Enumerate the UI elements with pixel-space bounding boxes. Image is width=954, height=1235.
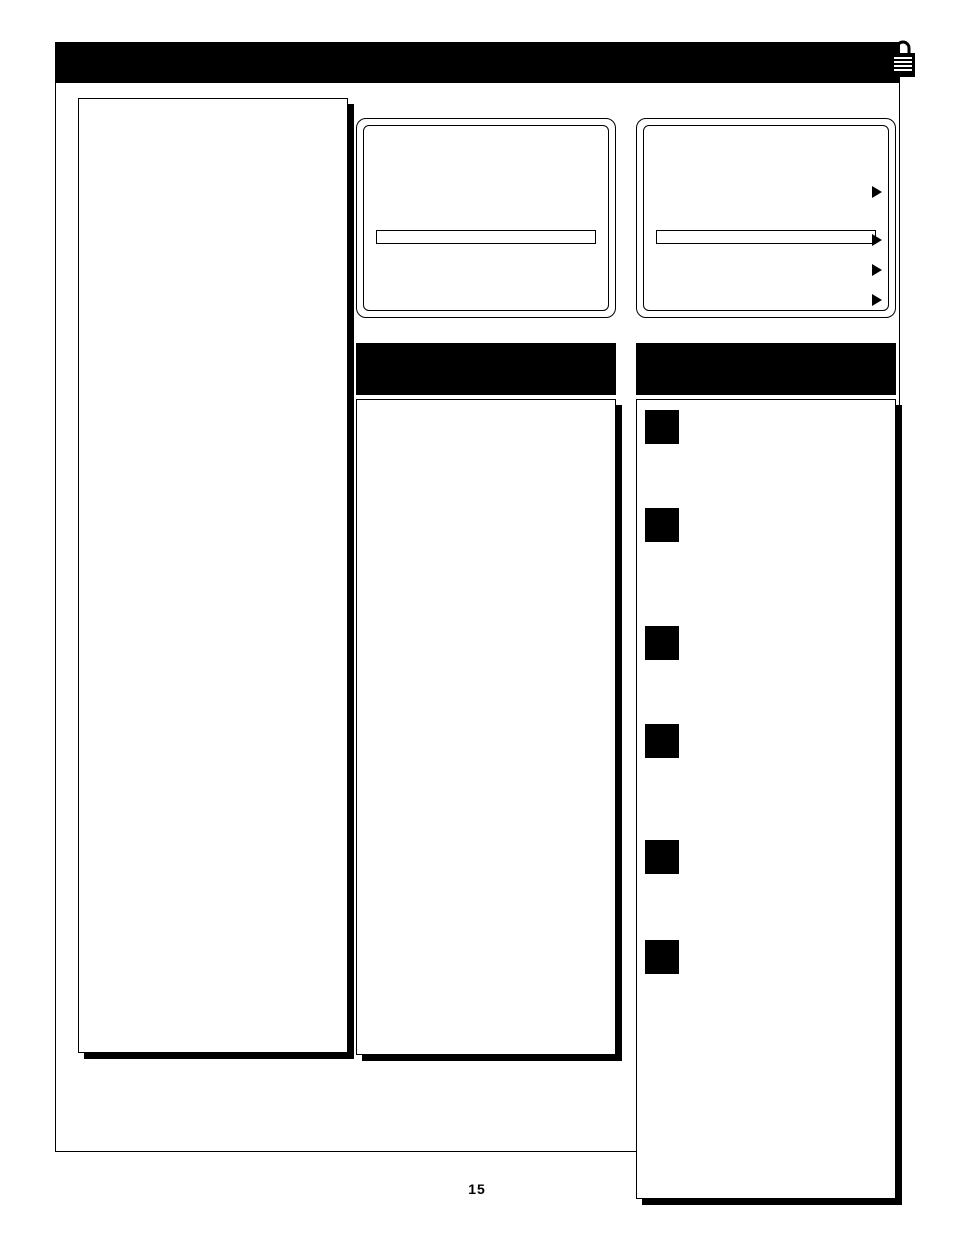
monitor-a bbox=[356, 118, 616, 318]
feature-number-box bbox=[645, 724, 679, 758]
page-number: 15 bbox=[0, 1181, 954, 1197]
feature-number-box bbox=[645, 626, 679, 660]
arrow-right-icon bbox=[872, 234, 882, 246]
intro-column bbox=[78, 98, 348, 1053]
arrow-right-icon bbox=[872, 264, 882, 276]
title-bar bbox=[56, 43, 899, 83]
features-header-bar bbox=[636, 343, 896, 395]
monitor-b-screen bbox=[643, 125, 889, 311]
features-column bbox=[636, 399, 896, 1199]
smart-column bbox=[356, 399, 616, 1055]
feature-number-box bbox=[645, 840, 679, 874]
feature-number-box bbox=[645, 940, 679, 974]
intro-column-body bbox=[78, 98, 348, 1053]
feature-number-box bbox=[645, 410, 679, 444]
lock-open-icon bbox=[887, 39, 919, 81]
monitor-b bbox=[636, 118, 896, 318]
monitor-a-highlight-row bbox=[376, 230, 596, 244]
monitor-a-screen bbox=[363, 125, 609, 311]
feature-number-box bbox=[645, 508, 679, 542]
smart-column-body bbox=[356, 399, 616, 1055]
monitor-b-highlight-row bbox=[656, 230, 876, 244]
page-frame bbox=[55, 42, 900, 1152]
smart-header-bar bbox=[356, 343, 616, 395]
features-column-body bbox=[636, 399, 896, 1199]
arrow-right-icon bbox=[872, 186, 882, 198]
arrow-right-icon bbox=[872, 294, 882, 306]
